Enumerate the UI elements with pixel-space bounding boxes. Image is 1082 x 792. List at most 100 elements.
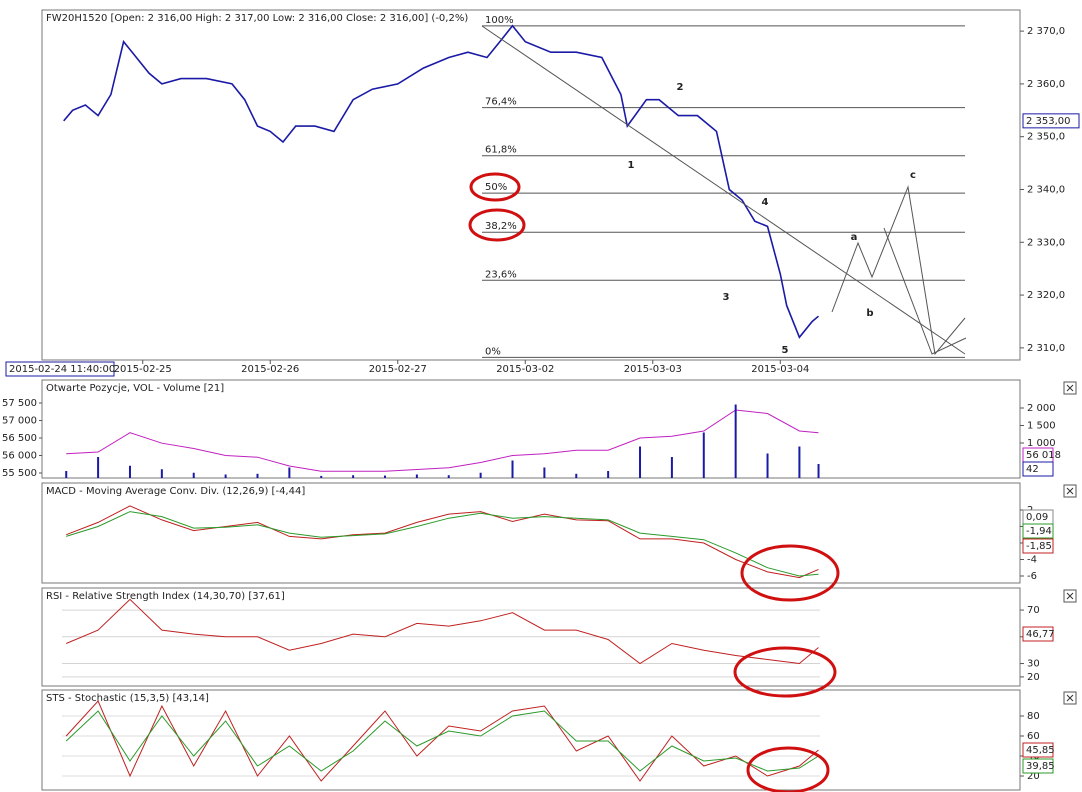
volume-bar — [798, 446, 801, 478]
wave-projection — [831, 185, 966, 356]
volume-bar — [128, 465, 131, 478]
panel-frame — [41, 482, 1021, 584]
y2-tick-label: 1 000 — [1027, 438, 1056, 449]
volume-bar — [639, 446, 642, 478]
wave-label: 5 — [782, 345, 789, 356]
volume-bar — [766, 453, 769, 478]
readout-box — [1022, 758, 1054, 774]
volume-bar — [192, 472, 195, 478]
volume-bar — [607, 471, 610, 478]
wave-projection — [883, 227, 967, 355]
highlight-circle — [733, 646, 837, 698]
y-tick-label: 2 320,0 — [1027, 290, 1065, 301]
fib-label: 50% — [485, 182, 507, 193]
y-tick-label: 20 — [1027, 771, 1040, 782]
fib-label: 61,8% — [485, 145, 517, 156]
wave-label: b — [866, 308, 873, 319]
volume-bar — [702, 432, 705, 478]
panel-frame — [41, 379, 1021, 479]
readout: 0,09 — [1026, 512, 1048, 523]
volume-bar — [160, 469, 163, 478]
current-price-box — [1022, 113, 1080, 129]
volume-bar — [256, 473, 259, 478]
highlight-circle — [469, 172, 521, 202]
volume-bar — [575, 473, 578, 478]
readout: 46,77 — [1026, 629, 1055, 640]
readout-box — [1022, 742, 1054, 758]
wave-label: 4 — [762, 197, 769, 208]
volume-bar — [734, 404, 737, 478]
volume-bar — [224, 474, 227, 478]
x-tick-label: 2015-02-25 — [114, 364, 172, 375]
panel-frame — [41, 689, 1021, 791]
close-button[interactable] — [1063, 691, 1077, 705]
readout: -1,85 — [1026, 541, 1052, 552]
fib-label: 23,6% — [485, 269, 517, 280]
volume-bar — [97, 457, 100, 478]
series-line — [65, 710, 819, 772]
cursor-time: 2015-02-24 11:40:00 — [9, 364, 115, 375]
x-tick-label: 2015-03-02 — [496, 364, 554, 375]
highlight-circle — [740, 544, 840, 602]
panel-frame — [41, 9, 1021, 361]
y2-tick-label: 2 000 — [1027, 403, 1056, 414]
x-tick-label: 2015-03-03 — [624, 364, 682, 375]
y-tick-label: 2 370,0 — [1027, 26, 1065, 37]
current-price: 2 353,00 — [1026, 116, 1071, 127]
x-tick-label: 2015-03-04 — [751, 364, 809, 375]
readout: 39,85 — [1026, 761, 1055, 772]
close-button-icon — [1066, 694, 1074, 702]
readout-box — [1022, 538, 1054, 554]
readout: -1,94 — [1026, 526, 1052, 537]
highlight-circle — [468, 208, 526, 242]
trend-line — [481, 25, 966, 355]
y-tick-label: 57 500 — [2, 398, 37, 409]
panel-title: Otwarte Pozycje, VOL - Volume [21] — [46, 383, 224, 394]
y-tick-label: -6 — [1027, 571, 1037, 582]
wave-label: 3 — [723, 292, 730, 303]
readout: 42 — [1026, 464, 1039, 475]
y-tick-label: 57 000 — [2, 415, 37, 426]
readout-box — [1022, 523, 1054, 539]
volume-bar — [384, 475, 387, 478]
y2-tick-label: 1 500 — [1027, 421, 1056, 432]
y-tick-label: 60 — [1027, 731, 1040, 742]
close-button-icon — [1066, 487, 1074, 495]
readout: 45,85 — [1026, 745, 1055, 756]
fib-label: 76,4% — [485, 97, 517, 108]
wave-label: 1 — [628, 160, 635, 171]
wave-label: a — [851, 232, 858, 243]
y-tick-label: 70 — [1027, 605, 1040, 616]
close-button-icon — [1066, 592, 1074, 600]
y-tick-label: -4 — [1027, 554, 1037, 565]
series-line — [66, 511, 819, 577]
close-button-icon — [1066, 384, 1074, 392]
y-tick-label: 30 — [1027, 659, 1040, 670]
panel-title: MACD - Moving Average Conv. Div. (12,26,… — [46, 486, 305, 497]
y-tick-label: 2 330,0 — [1027, 237, 1065, 248]
series-line — [66, 598, 819, 665]
volume-bar — [352, 475, 355, 478]
volume-bar — [65, 471, 68, 478]
x-tick-label: 2015-02-27 — [369, 364, 427, 375]
series-line — [63, 24, 820, 339]
readout: 56 018 — [1026, 450, 1061, 461]
volume-bar — [479, 472, 482, 478]
y-tick-label: 2 340,0 — [1027, 184, 1065, 195]
volume-bar — [511, 460, 514, 478]
close-button[interactable] — [1063, 484, 1077, 498]
close-button[interactable] — [1063, 589, 1077, 603]
y-tick-label: 2 310,0 — [1027, 343, 1065, 354]
volume-bar — [415, 474, 418, 478]
close-button[interactable] — [1063, 381, 1077, 395]
y-tick-label: 2 360,0 — [1027, 79, 1065, 90]
volume-bar — [817, 464, 820, 478]
volume-bar — [543, 467, 546, 478]
fib-label: 100% — [485, 15, 514, 26]
series-line — [66, 505, 819, 579]
volume-bar — [670, 457, 673, 478]
x-tick-label: 2015-02-26 — [241, 364, 299, 375]
wave-label: c — [910, 170, 916, 181]
volume-bar — [320, 475, 323, 478]
